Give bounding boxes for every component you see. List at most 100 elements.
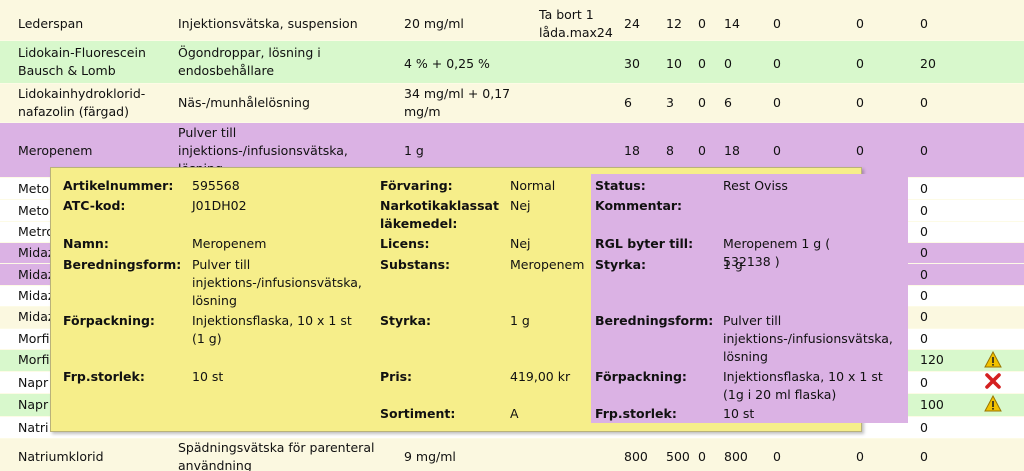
replacement-forpackning-label: Förpackning: xyxy=(595,369,687,384)
forvaring-label: Förvaring: xyxy=(380,178,453,193)
col7: 0 xyxy=(920,245,928,260)
product-name: Midaz xyxy=(18,245,55,260)
forpackning-label: Förpackning: xyxy=(63,313,155,328)
product-name: Midaz xyxy=(18,288,55,303)
col4: 18 xyxy=(724,143,740,158)
namn-value: Meropenem xyxy=(192,236,267,251)
status-value: Rest Oviss xyxy=(723,178,788,193)
col6: 0 xyxy=(856,95,864,110)
col1: 30 xyxy=(624,56,640,71)
col2: 500 xyxy=(666,449,690,464)
product-strength: 20 mg/ml xyxy=(404,16,464,31)
product-form: Näs-/munhålelösning xyxy=(178,95,310,110)
col7: 0 xyxy=(920,449,928,464)
product-name: Lederspan xyxy=(18,16,84,31)
col6: 0 xyxy=(856,449,864,464)
product-strength: 1 g xyxy=(404,143,424,158)
col7: 0 xyxy=(920,16,928,31)
col4: 0 xyxy=(724,56,732,71)
col5: 0 xyxy=(773,449,781,464)
namn-label: Namn: xyxy=(63,236,109,251)
replacement-beredningsform-label: Beredningsform: xyxy=(595,313,714,328)
product-name: Meropenem xyxy=(18,143,93,158)
col7: 120 xyxy=(920,352,944,367)
product-strength: 4 % + 0,25 % xyxy=(404,56,490,71)
warning-icon[interactable] xyxy=(984,351,1002,369)
col3: 0 xyxy=(698,16,706,31)
col1: 18 xyxy=(624,143,640,158)
replacement-beredningsform-value: Pulver till injektions-/infusionsvätska,… xyxy=(723,313,893,364)
frpstorlek-label: Frp.storlek: xyxy=(63,369,145,384)
col1: 24 xyxy=(624,16,640,31)
col1: 6 xyxy=(624,95,632,110)
product-details-tooltip: Artikelnummer: 595568 ATC-kod: J01DH02 N… xyxy=(50,167,908,432)
product-strength: 34 mg/ml + 0,17 mg/m xyxy=(404,86,511,119)
replacement-forpackning-value: Injektionsflaska, 10 x 1 st (1g i 20 ml … xyxy=(723,369,883,402)
table-row[interactable]: Lederspan Injektionsvätska, suspension 2… xyxy=(0,0,1024,40)
replacement-styrka-value: 1 g xyxy=(723,257,743,272)
styrka-value: 1 g xyxy=(510,313,530,328)
status-label: Status: xyxy=(595,178,646,193)
col7: 0 xyxy=(920,331,928,346)
col5: 0 xyxy=(773,16,781,31)
replacement-frpstorlek-value: 10 st xyxy=(723,406,755,421)
product-name: Midaz xyxy=(18,267,55,282)
forpackning-value: Injektionsflaska, 10 x 1 st (1 g) xyxy=(192,313,352,346)
col6: 0 xyxy=(856,56,864,71)
licens-value: Nej xyxy=(510,236,531,251)
product-form: Spädningsvätska för parenteral användnin… xyxy=(178,440,375,471)
col7: 0 xyxy=(920,203,928,218)
artikelnummer-label: Artikelnummer: xyxy=(63,178,174,193)
product-note: Ta bort 1 låda.max24 xyxy=(539,7,613,40)
product-strength: 9 mg/ml xyxy=(404,449,456,464)
sortiment-value: A xyxy=(510,406,519,421)
col5: 0 xyxy=(773,143,781,158)
kommentar-label: Kommentar: xyxy=(595,198,683,213)
col4: 800 xyxy=(724,449,748,464)
beredningsform-value: Pulver till injektions-/infusionsvätska,… xyxy=(192,257,362,308)
product-name: Meto xyxy=(18,181,50,196)
artikelnummer-value: 595568 xyxy=(192,178,240,193)
narkotika-label: Narkotikaklassat läkemedel: xyxy=(380,198,499,231)
col2: 3 xyxy=(666,95,674,110)
pris-label: Pris: xyxy=(380,369,413,384)
product-name: Morfi xyxy=(18,352,50,367)
rgl-value: Meropenem 1 g ( 532138 ) xyxy=(723,236,831,269)
product-name: Morfi xyxy=(18,331,50,346)
col7: 0 xyxy=(920,375,928,390)
warning-icon[interactable] xyxy=(984,395,1002,413)
col4: 14 xyxy=(724,16,740,31)
table-row[interactable]: Natriumklorid Spädningsvätska för parent… xyxy=(0,439,1024,471)
sortiment-label: Sortiment: xyxy=(380,406,456,421)
pris-value: 419,00 kr xyxy=(510,369,571,384)
col6: 0 xyxy=(856,143,864,158)
beredningsform-label: Beredningsform: xyxy=(63,257,182,272)
rgl-label: RGL byter till: xyxy=(595,236,694,251)
error-x-icon[interactable] xyxy=(984,372,1002,390)
product-form: Injektionsvätska, suspension xyxy=(178,16,358,31)
col7: 100 xyxy=(920,397,944,412)
col2: 12 xyxy=(666,16,682,31)
col6: 0 xyxy=(856,16,864,31)
col7: 0 xyxy=(920,309,928,324)
col3: 0 xyxy=(698,95,706,110)
table-row[interactable]: Lidokain-Fluorescein Bausch & Lomb Ögond… xyxy=(0,41,1024,83)
col5: 0 xyxy=(773,95,781,110)
product-name: Natriumklorid xyxy=(18,449,104,464)
col3: 0 xyxy=(698,56,706,71)
table-row[interactable]: Lidokainhydroklorid-nafazolin (färgad) N… xyxy=(0,84,1024,122)
col7: 0 xyxy=(920,143,928,158)
forvaring-value: Normal xyxy=(510,178,556,193)
col7: 0 xyxy=(920,181,928,196)
col3: 0 xyxy=(698,449,706,464)
col2: 10 xyxy=(666,56,682,71)
col7: 0 xyxy=(920,224,928,239)
replacement-frpstorlek-label: Frp.storlek: xyxy=(595,406,677,421)
substans-label: Substans: xyxy=(380,257,451,272)
col2: 8 xyxy=(666,143,674,158)
product-name: Meto xyxy=(18,203,50,218)
product-name: Natri xyxy=(18,420,49,435)
replacement-info-pane xyxy=(591,174,908,423)
col7: 0 xyxy=(920,420,928,435)
product-name: Napr xyxy=(18,397,49,412)
